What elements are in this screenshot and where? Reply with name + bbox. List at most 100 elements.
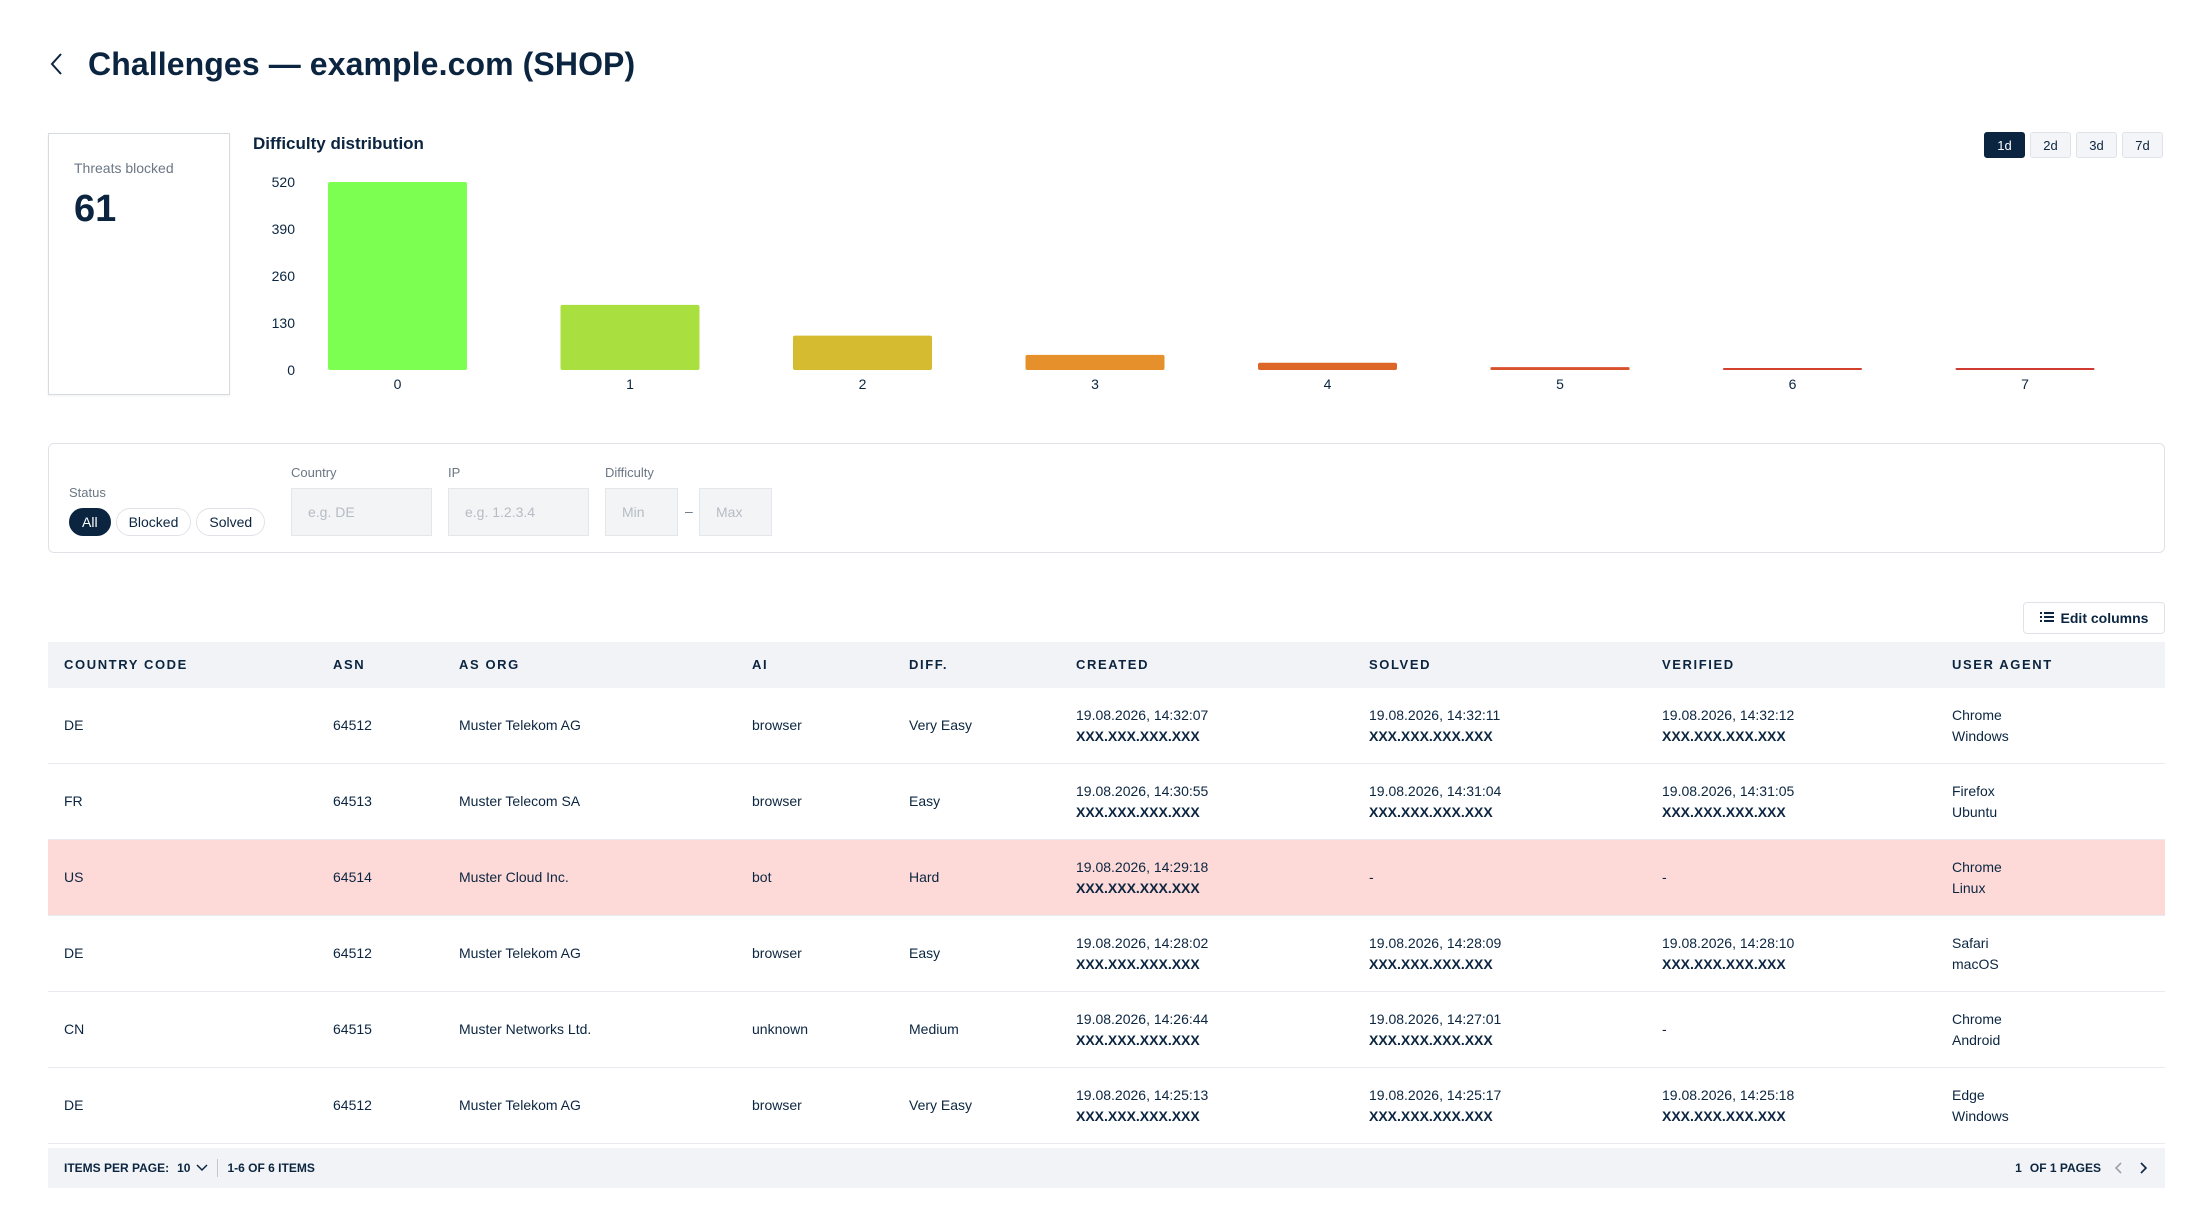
status-chip-all[interactable]: All: [69, 508, 111, 536]
prev-page-icon[interactable]: [2115, 1162, 2123, 1174]
table-row[interactable]: FR 64513 Muster Telecom SA browser Easy 19.08…: [48, 764, 2165, 840]
user-agent-os: Linux: [1952, 879, 1986, 896]
table-cell: 19.08.2026, 14:25:17 XXX.XXX.XXX.XXX: [1369, 1068, 1501, 1143]
x-tick-label: 2: [859, 376, 867, 392]
table-cell: Muster Telekom AG: [459, 1068, 581, 1143]
bar-difficulty-0[interactable]: [328, 182, 467, 370]
table-row[interactable]: DE 64512 Muster Telekom AG browser Very Easy…: [48, 1068, 2165, 1144]
range-separator: –: [685, 503, 693, 519]
y-tick-label: 520: [272, 174, 296, 190]
created-ip: XXX.XXX.XXX.XXX: [1076, 1107, 1200, 1124]
table-cell: Medium: [909, 992, 959, 1067]
table-cell: 64512: [333, 688, 372, 763]
ip-input[interactable]: [448, 488, 589, 536]
column-header[interactable]: AI: [752, 657, 769, 672]
edit-columns-button[interactable]: Edit columns: [2023, 602, 2165, 634]
column-header[interactable]: CREATED: [1076, 657, 1150, 672]
user-agent-browser: Chrome: [1952, 706, 2002, 723]
bar-difficulty-2[interactable]: [793, 335, 932, 370]
items-range: 1-6 OF 6 ITEMS: [227, 1161, 315, 1175]
table-cell: Muster Telekom AG: [459, 916, 581, 991]
solved-ip: XXX.XXX.XXX.XXX: [1369, 727, 1493, 744]
user-agent-browser: Safari: [1952, 934, 1989, 951]
difficulty-max-input[interactable]: [699, 488, 772, 536]
back-chevron-icon[interactable]: [48, 44, 78, 84]
table-cell: Firefox Ubuntu: [1952, 764, 1997, 839]
stat-value: 61: [74, 188, 117, 230]
country-input[interactable]: [291, 488, 432, 536]
status-chip-blocked[interactable]: Blocked: [115, 508, 192, 536]
next-page-icon[interactable]: [2139, 1162, 2147, 1174]
items-per-page-select[interactable]: 10: [177, 1161, 209, 1175]
stat-label: Threats blocked: [74, 160, 174, 176]
table-body: DE 64512 Muster Telekom AG browser Very Easy…: [48, 688, 2165, 1144]
created-ip: XXX.XXX.XXX.XXX: [1076, 727, 1200, 744]
column-header[interactable]: USER AGENT: [1952, 657, 2053, 672]
table-row[interactable]: CN 64515 Muster Networks Ltd. unknown Medium…: [48, 992, 2165, 1068]
as-org-cell: Muster Telecom SA: [459, 793, 581, 809]
country-code-cell: DE: [64, 1097, 84, 1113]
bar-difficulty-3[interactable]: [1025, 354, 1165, 370]
verified-ip: XXX.XXX.XXX.XXX: [1662, 803, 1786, 820]
table-cell: 64514: [333, 840, 372, 915]
asn-cell: 64514: [333, 869, 372, 885]
verified-time: -: [1662, 1021, 1667, 1037]
range-button-1d[interactable]: 1d: [1984, 132, 2025, 158]
range-button-7d[interactable]: 7d: [2122, 132, 2163, 158]
country-code-cell: FR: [64, 793, 83, 809]
difficulty-bar-chart: 520 390 260 130 0 0 1 2 3 4 5 6 7: [272, 174, 2095, 392]
column-header[interactable]: VERIFIED: [1662, 657, 1735, 672]
bar-difficulty-4[interactable]: [1258, 362, 1397, 370]
table-row[interactable]: US 64514 Muster Cloud Inc. bot Hard 19.08.202…: [48, 840, 2165, 916]
status-chip-solved[interactable]: Solved: [196, 508, 266, 536]
ai-cell: browser: [752, 945, 802, 961]
table-cell: Edge Windows: [1952, 1068, 2009, 1143]
table-cell: FR: [64, 764, 83, 839]
table-cell: Very Easy: [909, 688, 972, 763]
table-row[interactable]: DE 64512 Muster Telekom AG browser Easy 19.08…: [48, 916, 2165, 992]
table-cell: CN: [64, 992, 84, 1067]
page-title: Challenges — example.com (SHOP): [88, 45, 636, 82]
column-header[interactable]: DIFF.: [909, 657, 949, 672]
column-header[interactable]: SOLVED: [1369, 657, 1432, 672]
bar-difficulty-6[interactable]: [1723, 368, 1862, 370]
threats-blocked-card: Threats blocked 61: [48, 133, 230, 395]
ai-cell: browser: [752, 793, 802, 809]
difficulty-cell: Medium: [909, 1021, 959, 1037]
table-cell: 19.08.2026, 14:25:18 XXX.XXX.XXX.XXX: [1662, 1068, 1794, 1143]
column-header[interactable]: COUNTRY CODE: [64, 657, 188, 672]
as-org-cell: Muster Telekom AG: [459, 1097, 581, 1113]
verified-time: 19.08.2026, 14:32:12: [1662, 706, 1795, 723]
user-agent-browser: Chrome: [1952, 1010, 2002, 1027]
created-time: 19.08.2026, 14:29:18: [1076, 858, 1209, 875]
time-range-selector: 1d 2d 3d 7d: [1984, 132, 2163, 158]
table-cell: 19.08.2026, 14:31:05 XXX.XXX.XXX.XXX: [1662, 764, 1794, 839]
solved-time: 19.08.2026, 14:27:01: [1369, 1010, 1502, 1027]
column-header[interactable]: AS ORG: [459, 657, 520, 672]
table-cell: 19.08.2026, 14:27:01 XXX.XXX.XXX.XXX: [1369, 992, 1501, 1067]
created-ip: XXX.XXX.XXX.XXX: [1076, 879, 1200, 896]
solved-time: 19.08.2026, 14:31:04: [1369, 782, 1502, 799]
range-button-3d[interactable]: 3d: [2076, 132, 2117, 158]
bar-difficulty-1[interactable]: [560, 304, 700, 370]
y-tick-label: 0: [287, 362, 295, 378]
range-button-2d[interactable]: 2d: [2030, 132, 2071, 158]
asn-cell: 64512: [333, 945, 372, 961]
user-agent-os: macOS: [1952, 955, 1999, 972]
table-cell: 19.08.2026, 14:31:04 XXX.XXX.XXX.XXX: [1369, 764, 1501, 839]
status-label: Status: [69, 485, 106, 500]
column-header[interactable]: ASN: [333, 657, 366, 672]
solved-ip: XXX.XXX.XXX.XXX: [1369, 1107, 1493, 1124]
x-tick-label: 3: [1091, 376, 1099, 392]
difficulty-min-input[interactable]: [605, 488, 678, 536]
table-row[interactable]: DE 64512 Muster Telekom AG browser Very Easy…: [48, 688, 2165, 764]
user-agent-browser: Chrome: [1952, 858, 2002, 875]
bar-difficulty-7[interactable]: [1955, 368, 2095, 370]
table-cell: Muster Cloud Inc.: [459, 840, 569, 915]
bar-difficulty-5[interactable]: [1490, 367, 1630, 370]
ai-cell: bot: [752, 869, 772, 885]
challenges-table: COUNTRY CODE ASN AS ORG AI DIFF. CREATED SOLVE…: [48, 642, 2165, 1144]
table-cell: browser: [752, 916, 802, 991]
solved-time: 19.08.2026, 14:28:09: [1369, 934, 1502, 951]
y-tick-label: 390: [272, 221, 296, 237]
